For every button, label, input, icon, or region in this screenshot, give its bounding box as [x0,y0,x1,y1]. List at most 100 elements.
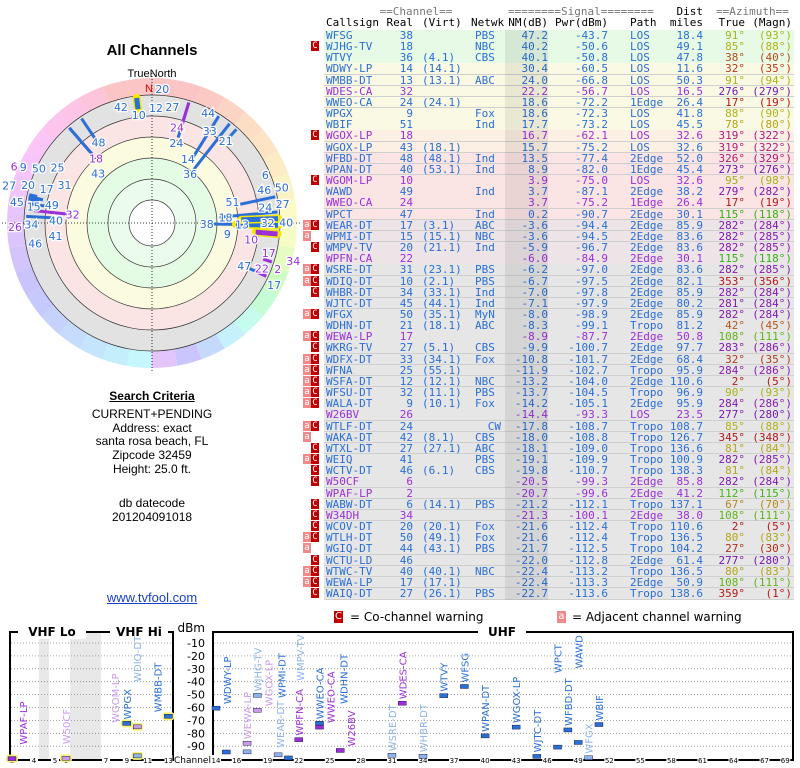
dist-header: Dist [676,5,704,18]
table-row[interactable]: a C WFSU-DT 32 (11.1) PBS -13.7 -104.5 Tropo 96.9… [300,386,800,400]
table-row[interactable]: a C WTLH-DT 50 (49.1) Fox -21.6 -112.4 Tropo 136.… [300,531,800,545]
noise-margin: -19.8 [514,464,548,478]
table-row[interactable]: a C WDIQ-DT 10 (2.1) PBS -6.7 -97.5 2Edge 82.1 353… [300,275,800,288]
table-row[interactable]: C WABW-DT 6 (14.1) PBS -21.2 -112.1 Tropo 137.1 6… [300,497,800,511]
table-row[interactable]: WBIF 51 Ind 17.7 -73.2 LOS 45.5 78° (80°) [300,119,800,131]
table-row[interactable]: WPAN-DT 40 (53.1) Ind 8.9 -82.0 1Edge 45.4 273° (… [300,163,800,176]
table-row[interactable]: C W50CF 6 -20.5 -99.3 2Edge 85.8 282° (284°) [300,476,800,488]
power: -99.1 [574,319,608,333]
spectrum-station: WJHG-TV [253,647,264,698]
table-row[interactable]: C WTXL-DT 27 (27.1) ABC -18.1 -109.0 Tropo 136.6… [300,442,800,455]
table-row[interactable]: WAWD 49 Ind 3.7 -87.1 2Edge 38.2 279° (282°) [300,185,800,199]
distance: 85.9 [676,218,704,232]
adjacent-warning-icon: a [303,230,311,241]
table-row[interactable]: a C WALA-DT 9 (10.1) Fox -14.2 -105.1 2Edge 95.9 2… [300,398,800,410]
spectrum-station: WGOX-LP [253,660,275,713]
table-row[interactable]: a C WFNA 25 (55.1) -11.9 -102.7 Tropo 95.9 284° (2… [300,363,800,377]
station-channel-label: 33 [203,125,217,138]
table-row[interactable]: WDWY-LP 14 (14.1) 30.4 -60.5 LOS 11.6 32° (35°) [300,63,800,75]
station-mark [192,122,231,171]
table-row[interactable]: a C WSRE-DT 31 (23.1) PBS -6.2 -97.0 2Edge 83.6 28… [300,264,800,276]
noise-margin: 24.0 [521,73,549,87]
table-row[interactable]: WDHN-DT 21 (18.1) ABC -8.3 -99.1 Tropo 81.2 42° (… [300,319,800,333]
spectrum-station: WFGX [584,723,596,760]
table-row[interactable]: C WGOX-LP 18 16.7 -62.1 LOS 32.6 319° (322°) [300,130,800,142]
table-row[interactable]: C WMPV-TV 20 (21.1) Ind -5.9 -96.7 2Edge 83.6 282… [300,242,800,254]
noise-margin: -21.3 [514,508,548,522]
nm-column-band [505,30,548,600]
table-row[interactable]: C WCTU-LD 46 -22.0 -112.8 2Edge 61.4 277° (280°) [300,554,800,567]
table-row[interactable]: C WJHG-TV 18 NBC 40.2 -50.6 LOS 49.1 85° (88°) [300,40,800,54]
distance: 108.7 [669,419,703,433]
power: -87.1 [574,185,608,199]
table-row[interactable]: a C WFGX 50 (35.1) MyN -8.0 -98.9 2Edge 85.9 282° (… [300,309,800,321]
distance: 50.3 [676,73,704,87]
direction-wedge [102,80,130,103]
distance: 32.6 [676,140,704,154]
azimuth-magnetic: (280°) [752,408,792,422]
adjacent-warning-icon: a [303,364,311,375]
table-row[interactable]: a WGIQ-DT 44 (43.1) PBS -21.7 -112.5 Tropo 104.2… [300,542,800,556]
table-row[interactable]: WDES-CA 32 22.2 -56.7 LOS 16.5 276° (279°) [300,85,800,98]
table-row[interactable]: C WCTV-DT 46 (6.1) CBS -19.8 -110.7 Tropo 138.3 8… [300,464,800,478]
table-row[interactable]: WWEO-CA 24 (24.1) 18.6 -72.2 1Edge 26.4 17° (19°… [300,96,800,109]
distance: 96.9 [676,386,704,400]
callsign: WCTV-DT [326,464,373,478]
table-row[interactable]: C WGOM-LP 10 3.9 -75.0 LOS 32.6 95° (98°) [300,175,800,187]
co-channel-warning-icon: C [311,342,319,353]
table-row[interactable]: C WAIQ-DT 27 (26.1) PBS -22.7 -113.6 Tropo 138.6… [300,588,800,600]
station-label: WAWD [574,635,585,669]
spectrum-station: WDES-CA [398,651,409,706]
table-row[interactable]: a C WEWA-LP 17 -8.9 -87.7 2Edge 50.8 108° (111°) [300,330,800,344]
table-row[interactable]: a C WEWA-LP 17 (17.1) -22.4 -113.3 2Edge 50.9 108… [300,576,800,589]
station-channel-label: 13 [235,218,249,231]
table-row[interactable]: C WCOV-DT 20 (20.1) Fox -21.6 -112.4 Tropo 110.6… [300,521,800,533]
table-row[interactable]: C WHBR-DT 34 (33.1) Ind -7.0 -97.8 2Edge 85.9 282… [300,286,800,299]
signal-bar [574,740,583,745]
table-row[interactable]: WFBD-DT 48 (48.1) Ind 13.5 -77.4 2Edge 52.0 326°… [300,151,800,165]
table-row[interactable]: a WAKA-DT 42 (8.1) CBS -18.0 -108.8 Tropo 126.7 3… [300,431,800,444]
real-channel: 17 [399,330,413,344]
network: Fox [475,531,495,545]
table-row[interactable]: WMBB-DT 13 (13.1) ABC 24.0 -66.8 LOS 50.3 91° (94… [300,73,800,87]
table-row[interactable]: WTVY 36 (4.1) CBS 40.1 -50.8 LOS 47.8 38° (40°) [300,51,800,65]
noise-margin: -8.3 [521,319,549,333]
azimuth-true: 282° [718,453,746,467]
table-row[interactable]: WPAF-LP 2 -20.7 -99.6 2Edge 41.2 112° (115°) [300,487,800,500]
station-channel-label: 15 [27,201,41,214]
table-row[interactable]: a C WEIQ 41 PBS -19.1 -109.9 Tropo 100.9 282° (285… [300,453,800,467]
azimuth-magnetic: (5°) [765,374,793,388]
noise-margin: 13.5 [521,151,549,165]
virtual-channel [422,130,466,141]
tvfool-link[interactable]: www.tvfool.com [106,590,198,605]
distance: 104.2 [669,542,703,556]
table-row[interactable]: WGOX-LP 43 (18.1) 15.7 -75.2 LOS 32.6 319° (322°… [300,140,800,154]
table-row[interactable]: W26BV 26 -14.4 -93.3 LOS 23.5 277° (280°) [300,408,800,422]
network [475,142,501,153]
table-row[interactable]: WPFN-CA 22 -6.0 -84.9 2Edge 30.1 115° (118°) [300,253,800,265]
table-row[interactable]: a C WDFX-DT 33 (34.1) Fox -10.8 -101.7 2Edge 68.4… [300,353,800,366]
path: Tropo [630,386,664,400]
table-row[interactable]: WWEO-CA 24 3.7 -75.2 1Edge 26.4 17° (19°) [300,197,800,209]
table-row[interactable]: a WPMI-DT 15 (15.1) NBC -3.6 -94.5 2Edge 83.6 282… [300,230,800,243]
table-row[interactable]: a C WTWC-TV 40 (40.1) NBC -22.4 -113.2 Tropo 136.… [300,565,800,578]
real-channel: 21 [399,319,413,333]
path: LOS [630,140,650,154]
noise-margin: -19.1 [514,453,548,467]
table-row[interactable]: a C WEAR-DT 17 (3.1) ABC -3.6 -94.4 2Edge 85.9 282… [300,218,800,232]
table-row[interactable]: WPCT 47 Ind 0.2 -90.7 2Edge 30.1 115° (118°) [300,208,800,221]
table-row[interactable]: WJTC-DT 45 (44.1) Ind -7.1 -97.9 2Edge 80.2 281°… [300,297,800,310]
distance: 49.1 [676,40,704,54]
callsign: WAWD [326,185,353,199]
table-row[interactable]: a C WTLF-DT 24 CW -17.8 -108.7 Tropo 108.7 85° (88… [300,419,800,433]
table-row[interactable]: a C WSFA-DT 12 (12.1) NBC -13.2 -104.0 2Edge 110.… [300,374,800,388]
noise-margin: -11.9 [514,363,548,377]
network: PBS [475,386,495,400]
azimuth-magnetic: (40°) [758,51,792,65]
table-row[interactable]: WPGX 9 Fox 18.6 -72.3 LOS 41.8 88° (90°) [300,108,800,120]
power: -112.1 [568,497,608,511]
table-row[interactable]: WFSG 38 PBS 47.2 -43.7 LOS 18.4 91° (93°) [300,30,800,42]
direction-wedge [102,343,130,366]
table-row[interactable]: C WKRG-TV 27 (5.1) CBS -9.9 -100.7 2Edge 97.7 283… [300,342,800,354]
table-row[interactable]: C W34DH 34 -21.3 -100.1 2Edge 38.0 108° (111°) [300,508,800,522]
